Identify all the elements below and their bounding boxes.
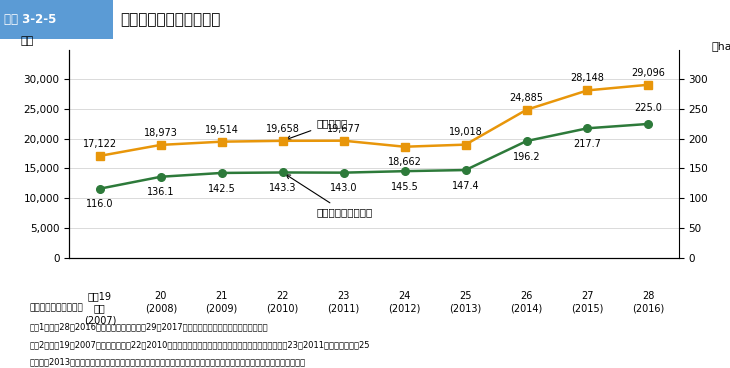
Text: 147.4: 147.4	[452, 181, 480, 191]
Text: （2013）年度までは「農地・水保全管理支払交付金」における共同活動支援交付金の取組状況を参考として掲載: （2013）年度までは「農地・水保全管理支払交付金」における共同活動支援交付金の…	[29, 357, 305, 366]
Text: 17,122: 17,122	[82, 139, 117, 149]
Text: 116.0: 116.0	[86, 199, 114, 209]
Text: 農地維持支払の実施状況: 農地維持支払の実施状況	[120, 12, 220, 27]
Text: 24
(2012): 24 (2012)	[388, 291, 420, 313]
Text: 18,662: 18,662	[388, 158, 421, 167]
Text: 19,677: 19,677	[326, 124, 361, 134]
Text: 143.3: 143.3	[269, 183, 296, 193]
Text: 25
(2013): 25 (2013)	[450, 291, 482, 313]
Text: 注：1）平成28（2016）年度の数値は、平成29（2017）年１月末時点で取りまとめた概数値: 注：1）平成28（2016）年度の数値は、平成29（2017）年１月末時点で取り…	[29, 322, 268, 331]
Text: 145.5: 145.5	[391, 182, 418, 192]
Text: 活動組織数: 活動組織数	[286, 118, 347, 140]
Text: 24,885: 24,885	[510, 93, 544, 103]
Text: 19,514: 19,514	[205, 124, 239, 135]
Text: 図表 3-2-5: 図表 3-2-5	[4, 13, 56, 26]
Text: 196.2: 196.2	[512, 152, 540, 162]
Text: 28
(2016): 28 (2016)	[632, 291, 664, 313]
Text: 27
(2015): 27 (2015)	[572, 291, 604, 313]
Text: 29,096: 29,096	[631, 68, 665, 78]
Text: 資料：農林水産省調べ: 資料：農林水産省調べ	[29, 304, 83, 312]
Text: 26
(2014): 26 (2014)	[510, 291, 542, 313]
Text: 217.7: 217.7	[574, 139, 602, 149]
Text: 142.5: 142.5	[208, 184, 236, 194]
Text: 21
(2009): 21 (2009)	[206, 291, 238, 313]
Y-axis label: 万ha: 万ha	[711, 41, 730, 52]
Text: 取組面積（右目盛）: 取組面積（右目盛）	[286, 175, 372, 217]
Text: 18,973: 18,973	[144, 128, 177, 138]
Text: 28,148: 28,148	[571, 73, 604, 83]
Text: 19,018: 19,018	[449, 127, 483, 138]
Text: 143.0: 143.0	[330, 183, 358, 193]
Text: 22
(2010): 22 (2010)	[266, 291, 299, 313]
Text: 136.1: 136.1	[147, 187, 174, 198]
Text: 225.0: 225.0	[634, 103, 662, 113]
Bar	[0, 0, 113, 39]
Text: 2）平成19（2007）年度から平成22（2010）年度までは「農地・水・環境保全向上対策」、平成23（2011）年度から平成25: 2）平成19（2007）年度から平成22（2010）年度までは「農地・水・環境保…	[29, 340, 369, 349]
Y-axis label: 組織: 組織	[20, 36, 34, 46]
Text: 23
(2011): 23 (2011)	[328, 291, 360, 313]
Text: 19,658: 19,658	[266, 124, 299, 134]
Text: 20
(2008): 20 (2008)	[145, 291, 177, 313]
Text: 平成19
年度
(2007): 平成19 年度 (2007)	[84, 291, 116, 326]
